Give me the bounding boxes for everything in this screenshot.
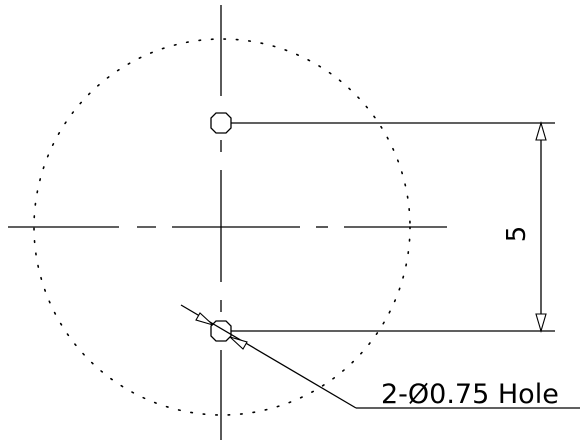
- dimension-label: 5: [502, 226, 532, 243]
- leader-arrow-lower: [229, 336, 248, 350]
- top-hole: [210, 112, 232, 134]
- hole-callout-label: 2-Ø0.75 Hole: [381, 379, 559, 410]
- bottom-hole: [210, 320, 232, 342]
- dimension-arrow-top: [535, 121, 547, 141]
- leader-arrow-upper: [195, 312, 214, 326]
- dimension-arrow-bottom: [535, 313, 547, 333]
